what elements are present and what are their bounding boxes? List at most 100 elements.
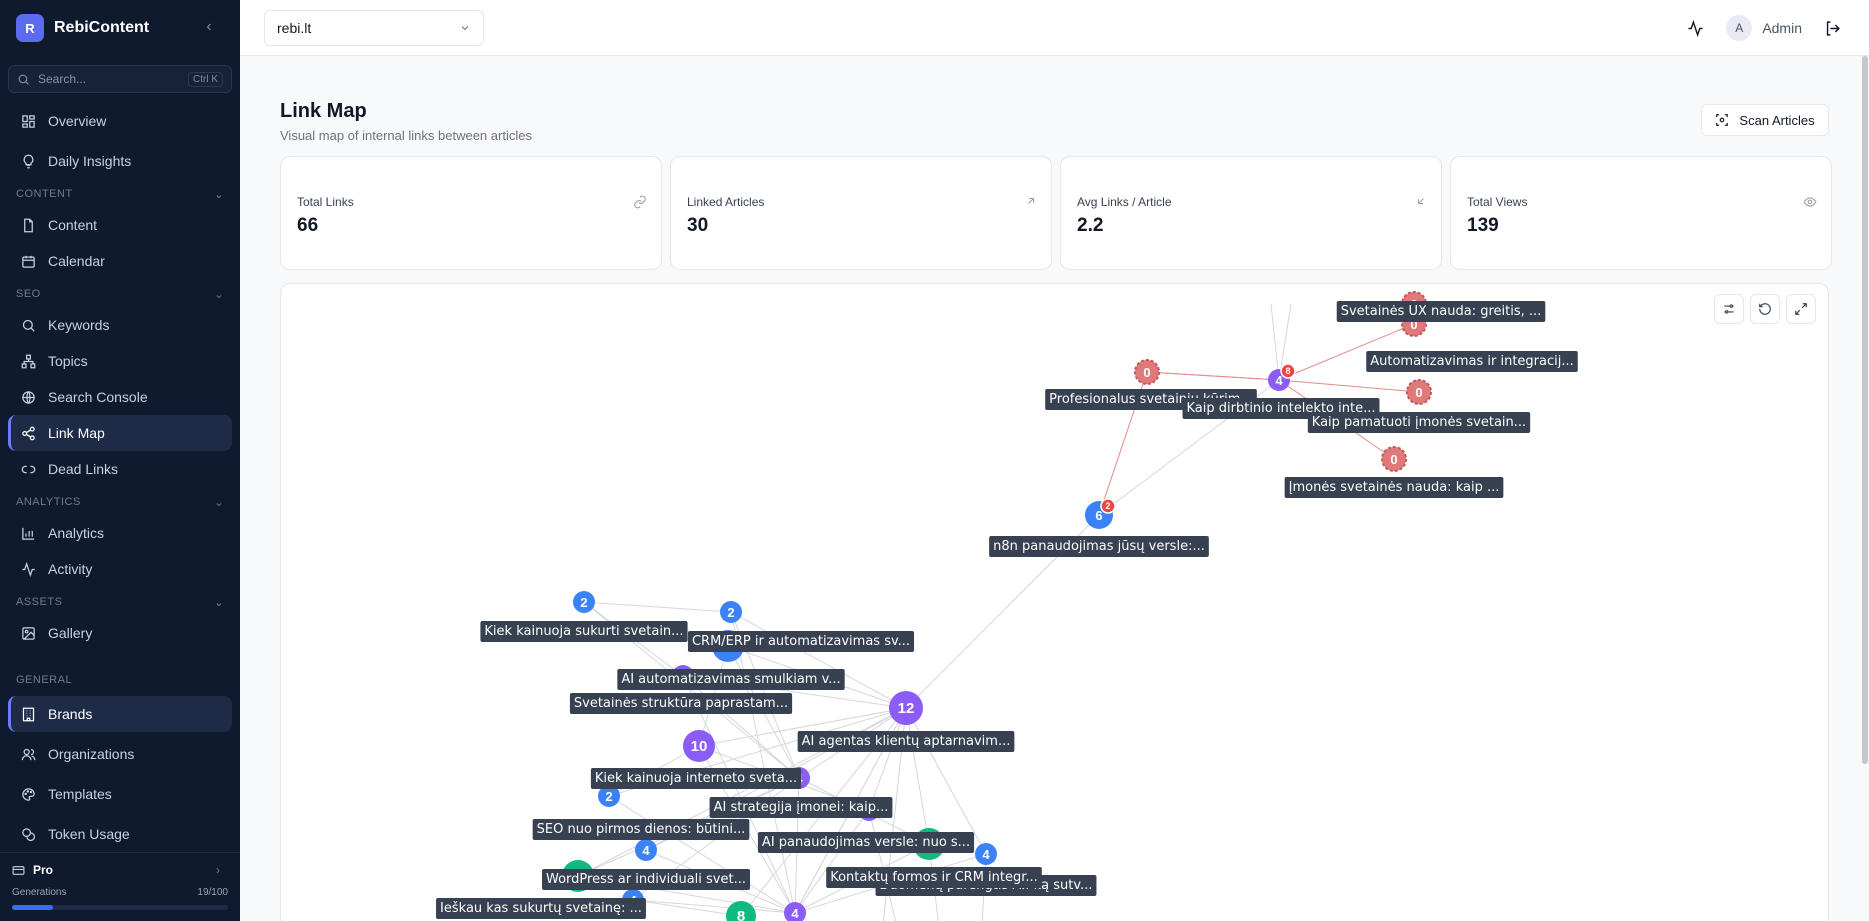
sidebar-item-calendar[interactable]: Calendar <box>8 243 232 279</box>
eye-icon <box>1803 197 1817 207</box>
image-icon <box>20 625 36 641</box>
sidebar-item-daily-insights[interactable]: Daily Insights <box>8 143 232 179</box>
graph-node-label-text: Ieškau kas sukurtų svetainę: ... <box>440 901 642 916</box>
graph-node[interactable]: 10 <box>683 730 715 762</box>
sidebar-item-organizations[interactable]: Organizations <box>8 736 232 772</box>
site-select[interactable]: rebi.lt <box>264 10 484 46</box>
logout-button[interactable] <box>1824 20 1841 37</box>
chevron-down-icon: ⌄ <box>214 497 224 509</box>
sidebar-item-dead-links[interactable]: Dead Links <box>8 451 232 487</box>
sidebar-item-overview[interactable]: Overview <box>8 103 232 139</box>
graph-edge <box>794 809 870 914</box>
page-subtitle: Visual map of internal links between art… <box>280 128 532 143</box>
stat-card-linked-articles: Linked Articles 30 <box>670 156 1052 270</box>
link-map-canvas[interactable]: 000480062222121042244484Svetainės UX nau… <box>280 283 1829 921</box>
graph-edge <box>682 675 800 779</box>
sidebar: R RebiContent ‹ Search... Ctrl K Overvie… <box>0 0 240 921</box>
graph-edge <box>868 707 907 811</box>
sidebar-item-keywords[interactable]: Keywords <box>8 307 232 343</box>
chevron-down-icon: ⌄ <box>214 189 224 201</box>
graph-node[interactable]: 0 <box>1381 446 1407 472</box>
graph-edge <box>698 706 907 747</box>
topbar: rebi.lt A Admin <box>240 0 1869 56</box>
graph-node-label: SEO nuo pirmos dienos: būtini... <box>532 819 750 840</box>
graph-node[interactable]: 48 <box>1268 363 1296 391</box>
scan-articles-label: Scan Articles <box>1739 112 1815 128</box>
graph-node-label-bg <box>989 536 1209 557</box>
graph-node-label-bg <box>480 621 688 642</box>
plan-panel[interactable]: Pro › Generations 19/100 <box>0 852 240 921</box>
graph-node[interactable]: 62 <box>1085 498 1116 529</box>
graph-node[interactable]: 12 <box>889 691 923 725</box>
graph-node-badge <box>1100 498 1116 514</box>
graph-node-label: CRM/ERP ir automatizavimas sv... <box>687 631 915 652</box>
graph-node-label: Įmonės svetainės nauda: kaip ... <box>1284 477 1504 498</box>
section-analytics[interactable]: ANALYTICS ⌄ <box>16 496 224 509</box>
graph-node[interactable]: 2 <box>573 591 595 613</box>
graph-node[interactable]: 4 <box>975 843 997 865</box>
collapse-sidebar-button[interactable]: ‹ <box>206 18 212 35</box>
brand[interactable]: R RebiContent <box>16 14 149 42</box>
sidebar-item-analytics[interactable]: Analytics <box>8 515 232 551</box>
sidebar-item-gallery[interactable]: Gallery <box>8 615 232 651</box>
stat-label: Linked Articles <box>687 195 765 209</box>
graph-node[interactable]: 0 <box>1134 359 1160 385</box>
sidebar-item-brands[interactable]: Brands <box>8 696 232 732</box>
page-scrollbar[interactable] <box>1862 56 1868 764</box>
graph-node-count: 0 <box>1410 317 1417 332</box>
graph-node-label-bg <box>590 768 802 789</box>
chevron-down-icon <box>461 26 469 31</box>
graph-node[interactable]: 2 <box>598 785 620 807</box>
sidebar-item-label: Daily Insights <box>48 153 132 169</box>
graph-node[interactable]: 8 <box>726 901 756 921</box>
graph-node-label-text: Įmonės svetainės nauda: kaip ... <box>1289 480 1500 495</box>
map-toolbar <box>1708 294 1816 324</box>
sidebar-item-content[interactable]: Content <box>8 207 232 243</box>
graph-node-label-text: Kiek kainuoja sukurti svetain... <box>484 624 683 639</box>
broken-link-icon <box>20 461 36 477</box>
section-label: GENERAL <box>16 674 73 686</box>
graph-edge <box>632 899 742 919</box>
search-box[interactable]: Search... Ctrl K <box>8 65 232 93</box>
link-map-graph[interactable]: 000480062222121042244484Svetainės UX nau… <box>281 284 1829 921</box>
map-reset-button[interactable] <box>1750 294 1780 324</box>
sidebar-item-activity[interactable]: Activity <box>8 551 232 587</box>
plan-name: Pro <box>12 863 53 877</box>
avatar[interactable]: A <box>1726 15 1753 41</box>
section-seo[interactable]: SEO ⌄ <box>16 288 224 301</box>
sidebar-item-templates[interactable]: Templates <box>8 776 232 812</box>
site-select-value: rebi.lt <box>277 20 312 36</box>
user-name[interactable]: Admin <box>1762 20 1802 36</box>
page-title: Link Map <box>280 100 367 122</box>
sidebar-item-token-usage[interactable]: Token Usage <box>8 816 232 852</box>
chevron-down-icon: ⌄ <box>214 597 224 609</box>
graph-node-label: Kiek kainuoja sukurti svetain... <box>480 621 688 642</box>
graph-node-label: Ieškau kas sukurtų svetainę: ... <box>436 898 646 919</box>
graph-node-count: 2 <box>580 595 587 610</box>
graph-node[interactable]: 0 <box>1406 379 1432 405</box>
chevron-right-icon: › <box>216 863 220 877</box>
sidebar-item-link-map[interactable]: Link Map <box>8 415 232 451</box>
section-content[interactable]: CONTENT ⌄ <box>16 188 224 201</box>
coins-icon <box>20 826 36 842</box>
sidebar-item-label: Overview <box>48 113 107 129</box>
scan-articles-button[interactable]: Scan Articles <box>1701 104 1829 136</box>
map-settings-button[interactable] <box>1714 294 1744 324</box>
activity-icon[interactable] <box>1687 19 1704 37</box>
graph-node-label-bg <box>826 867 1042 888</box>
sidebar-item-label: Search Console <box>48 389 148 405</box>
sidebar-item-search-console[interactable]: Search Console <box>8 379 232 415</box>
file-icon <box>20 217 36 233</box>
graph-node-label-text: SEO nuo pirmos dienos: būtini... <box>537 822 746 837</box>
graph-node[interactable]: 4 <box>635 839 657 861</box>
sidebar-item-topics[interactable]: Topics <box>8 343 232 379</box>
search-input[interactable]: Search... <box>38 72 87 86</box>
graph-node-label-text: Svetainės struktūra paprastam... <box>574 696 788 711</box>
stat-card-total-links: Total Links 66 <box>280 156 662 270</box>
graph-node[interactable]: 2 <box>720 601 742 623</box>
graph-node-label-bg <box>436 898 646 919</box>
graph-node-label-text: n8n panaudojimas jūsų versle:... <box>993 539 1205 554</box>
map-fullscreen-button[interactable] <box>1786 294 1816 324</box>
section-assets[interactable]: ASSETS ⌄ <box>16 596 224 609</box>
graph-node[interactable]: 4 <box>784 902 806 921</box>
